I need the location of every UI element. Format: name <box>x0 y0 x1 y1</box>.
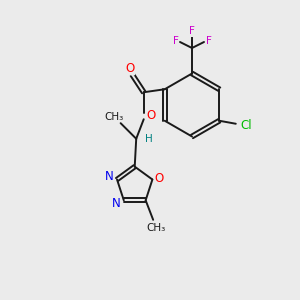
Text: CH₃: CH₃ <box>104 112 124 122</box>
Text: O: O <box>154 172 164 184</box>
Text: N: N <box>112 197 121 210</box>
Text: F: F <box>206 36 212 46</box>
Text: O: O <box>147 109 156 122</box>
Text: O: O <box>125 62 134 75</box>
Text: Cl: Cl <box>241 119 252 132</box>
Text: H: H <box>145 134 153 144</box>
Text: N: N <box>105 170 114 183</box>
Text: F: F <box>189 26 195 37</box>
Text: F: F <box>172 36 178 46</box>
Text: CH₃: CH₃ <box>146 223 166 233</box>
